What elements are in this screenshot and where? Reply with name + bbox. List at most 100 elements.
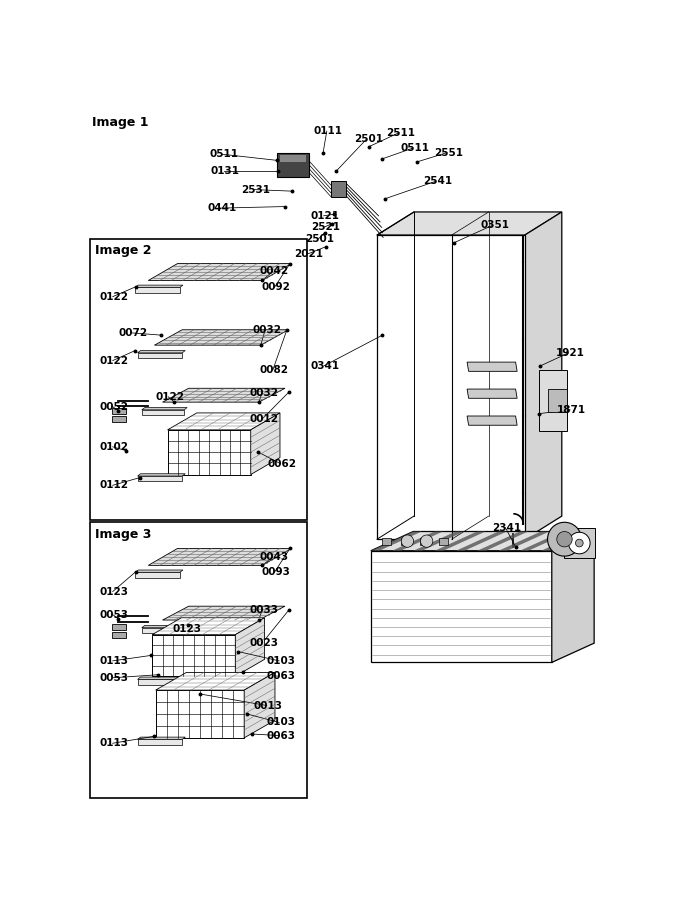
Polygon shape xyxy=(539,370,568,431)
Polygon shape xyxy=(168,430,251,474)
Text: 0103: 0103 xyxy=(266,656,295,666)
Bar xyxy=(420,537,429,545)
Polygon shape xyxy=(135,287,180,292)
Polygon shape xyxy=(137,476,182,482)
Polygon shape xyxy=(467,389,517,399)
Text: 0092: 0092 xyxy=(262,283,290,293)
Circle shape xyxy=(557,532,572,547)
Text: 2501: 2501 xyxy=(354,134,383,144)
Polygon shape xyxy=(142,628,184,633)
Text: 0103: 0103 xyxy=(266,717,295,727)
Text: 0023: 0023 xyxy=(249,638,278,648)
Bar xyxy=(90,238,307,520)
Polygon shape xyxy=(467,416,517,425)
Text: 2341: 2341 xyxy=(493,523,522,533)
Polygon shape xyxy=(156,672,275,690)
Polygon shape xyxy=(142,410,184,415)
Polygon shape xyxy=(548,389,568,412)
Polygon shape xyxy=(371,532,422,551)
Bar xyxy=(439,537,448,545)
Text: 0131: 0131 xyxy=(211,166,240,176)
Text: 0032: 0032 xyxy=(252,325,281,335)
Text: 0063: 0063 xyxy=(266,671,295,681)
Polygon shape xyxy=(112,409,126,415)
Polygon shape xyxy=(477,532,528,551)
Polygon shape xyxy=(280,155,306,162)
Text: 2551: 2551 xyxy=(434,148,463,157)
Text: 0043: 0043 xyxy=(260,552,289,562)
Polygon shape xyxy=(520,532,571,551)
Text: 0122: 0122 xyxy=(100,356,129,365)
Text: Image 3: Image 3 xyxy=(95,527,152,541)
Polygon shape xyxy=(162,388,285,402)
Polygon shape xyxy=(244,672,275,738)
Text: 0013: 0013 xyxy=(254,700,283,710)
Polygon shape xyxy=(137,740,182,745)
Text: 1921: 1921 xyxy=(555,348,584,358)
Text: 0123: 0123 xyxy=(172,625,201,634)
Polygon shape xyxy=(552,532,594,662)
Polygon shape xyxy=(135,570,183,572)
Text: Image 1: Image 1 xyxy=(92,116,148,129)
Polygon shape xyxy=(137,353,182,358)
Polygon shape xyxy=(251,413,280,474)
Text: 0441: 0441 xyxy=(208,203,237,213)
Polygon shape xyxy=(377,235,525,539)
Polygon shape xyxy=(152,634,235,676)
Polygon shape xyxy=(156,690,244,738)
Polygon shape xyxy=(235,617,265,676)
Polygon shape xyxy=(137,737,185,740)
Polygon shape xyxy=(154,329,288,346)
Text: 0111: 0111 xyxy=(314,126,343,136)
Polygon shape xyxy=(377,212,562,235)
Polygon shape xyxy=(525,212,562,539)
Bar xyxy=(401,537,410,545)
Circle shape xyxy=(401,535,414,547)
Polygon shape xyxy=(135,285,183,287)
Polygon shape xyxy=(467,362,517,372)
Polygon shape xyxy=(112,624,126,630)
Text: 0032: 0032 xyxy=(249,388,278,398)
Text: 0122: 0122 xyxy=(100,292,129,302)
Text: 0341: 0341 xyxy=(311,361,340,371)
Polygon shape xyxy=(162,607,285,620)
Text: 0112: 0112 xyxy=(100,481,129,491)
Polygon shape xyxy=(392,532,443,551)
Text: 0082: 0082 xyxy=(260,364,289,374)
Text: 0113: 0113 xyxy=(100,656,129,666)
Text: 0033: 0033 xyxy=(249,605,278,615)
Circle shape xyxy=(421,535,433,547)
Text: 0511: 0511 xyxy=(209,149,238,159)
Polygon shape xyxy=(371,551,552,662)
Text: 0053: 0053 xyxy=(100,673,129,683)
Text: 0093: 0093 xyxy=(262,567,290,577)
Polygon shape xyxy=(142,408,187,410)
Polygon shape xyxy=(456,532,507,551)
Polygon shape xyxy=(435,532,485,551)
Polygon shape xyxy=(168,413,280,430)
Text: 0052: 0052 xyxy=(100,401,129,412)
Text: 0123: 0123 xyxy=(100,587,129,597)
Text: 0351: 0351 xyxy=(480,220,509,230)
Polygon shape xyxy=(148,264,292,281)
Text: 2501: 2501 xyxy=(305,234,334,244)
Text: 2521: 2521 xyxy=(311,222,340,232)
Circle shape xyxy=(569,532,590,554)
Polygon shape xyxy=(112,416,126,422)
Polygon shape xyxy=(135,572,180,578)
Bar xyxy=(381,537,391,545)
Text: 1871: 1871 xyxy=(557,405,586,415)
Polygon shape xyxy=(331,181,346,196)
Text: 2541: 2541 xyxy=(423,176,452,186)
Text: 0053: 0053 xyxy=(100,609,129,620)
Text: 2531: 2531 xyxy=(241,184,270,194)
Polygon shape xyxy=(137,677,185,680)
Polygon shape xyxy=(413,532,464,551)
Polygon shape xyxy=(499,532,549,551)
Polygon shape xyxy=(112,632,126,638)
Text: 0122: 0122 xyxy=(155,392,184,401)
Polygon shape xyxy=(541,532,592,551)
Text: 0072: 0072 xyxy=(118,328,148,338)
Circle shape xyxy=(576,539,583,547)
Polygon shape xyxy=(277,153,309,177)
